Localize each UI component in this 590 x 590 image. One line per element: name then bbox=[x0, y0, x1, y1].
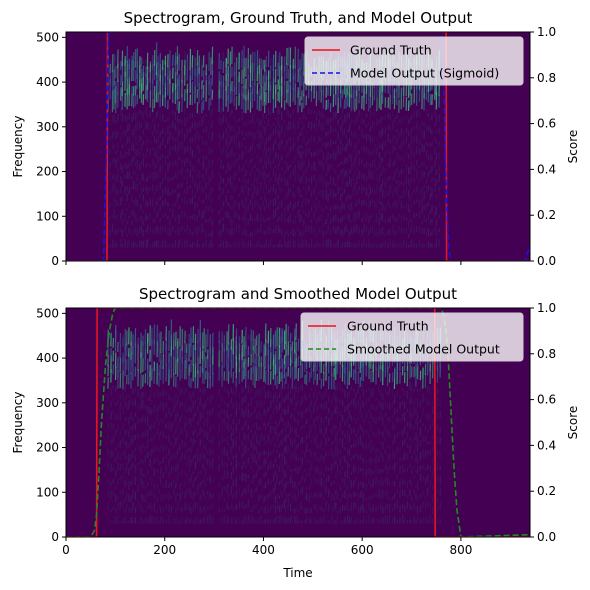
axes-frame-top bbox=[65, 31, 531, 262]
y2-tick-label: 0.0 bbox=[537, 254, 556, 268]
legend-top: Ground Truth Model Output (Sigmoid) bbox=[304, 36, 524, 86]
x-tick-label: 800 bbox=[449, 543, 472, 557]
y-tick-label: 0 bbox=[51, 254, 59, 268]
y2-tick-label: 0.8 bbox=[537, 347, 556, 361]
y2-tick-label: 0.4 bbox=[537, 162, 556, 176]
y2-tick-label: 0.8 bbox=[537, 71, 556, 85]
y2-tick-label: 0.0 bbox=[537, 530, 556, 544]
title-bottom: Spectrogram and Smoothed Model Output bbox=[139, 285, 457, 303]
title-top: Spectrogram, Ground Truth, and Model Out… bbox=[124, 9, 473, 27]
legend-bottom: Ground Truth Smoothed Model Output bbox=[300, 312, 524, 362]
top-panel: 0 100 200 300 400 500 0.0 0.2 0.4 0.6 0.8 1.0 Spect… bbox=[11, 9, 580, 268]
y-tick-label: 500 bbox=[36, 306, 59, 320]
y2label-top: Score bbox=[566, 130, 580, 164]
score-lines-bottom bbox=[66, 308, 530, 537]
y-tick-label: 100 bbox=[36, 209, 59, 223]
series-line-model-output-sigmoid bbox=[66, 32, 530, 261]
y-tick-label: 300 bbox=[36, 396, 59, 410]
x-tick-label: 0 bbox=[62, 543, 70, 557]
bottom-panel: 0 200 400 600 800 0 100 200 300 400 500 0.0 0.2 0.4 0.… bbox=[11, 285, 580, 580]
ylabel-top: Frequency bbox=[11, 116, 25, 178]
y2-tick-label: 0.6 bbox=[537, 393, 556, 407]
x-tick-label: 400 bbox=[252, 543, 275, 557]
axes-frame-bottom bbox=[65, 307, 531, 538]
x-tick-label: 600 bbox=[351, 543, 374, 557]
y2-tick-label: 0.2 bbox=[537, 484, 556, 498]
series-line-smoothed-model-output bbox=[66, 308, 530, 537]
y-tick-label: 500 bbox=[36, 30, 59, 44]
xlabel-bottom: Time bbox=[282, 566, 312, 580]
y-tick-label: 400 bbox=[36, 351, 59, 365]
y2-tick-label: 0.2 bbox=[537, 208, 556, 222]
y-tick-label: 0 bbox=[51, 530, 59, 544]
legend-label-model-output: Model Output (Sigmoid) bbox=[350, 66, 499, 81]
ticks-top: 0 100 200 300 400 500 0.0 0.2 0.4 0.6 0.8 1.0 bbox=[36, 25, 556, 268]
y2-tick-label: 0.6 bbox=[537, 117, 556, 131]
y-tick-label: 200 bbox=[36, 165, 59, 179]
y-tick-label: 100 bbox=[36, 485, 59, 499]
y-tick-label: 200 bbox=[36, 441, 59, 455]
y2label-bottom: Score bbox=[566, 406, 580, 440]
y2-tick-label: 0.4 bbox=[537, 438, 556, 452]
legend-label-ground-truth-bottom: Ground Truth bbox=[347, 319, 429, 334]
ylabel-bottom: Frequency bbox=[11, 392, 25, 454]
y2-tick-label: 1.0 bbox=[537, 25, 556, 39]
legend-label-smoothed-output: Smoothed Model Output bbox=[347, 342, 500, 357]
score-lines-top bbox=[66, 32, 530, 261]
y2-tick-label: 1.0 bbox=[537, 301, 556, 315]
legend-label-ground-truth: Ground Truth bbox=[350, 43, 432, 58]
ticks-bottom: 0 200 400 600 800 0 100 200 300 400 500 0.0 0.2 0.4 0.… bbox=[36, 301, 556, 557]
y-tick-label: 300 bbox=[36, 120, 59, 134]
x-tick-label: 200 bbox=[153, 543, 176, 557]
y-tick-label: 400 bbox=[36, 75, 59, 89]
